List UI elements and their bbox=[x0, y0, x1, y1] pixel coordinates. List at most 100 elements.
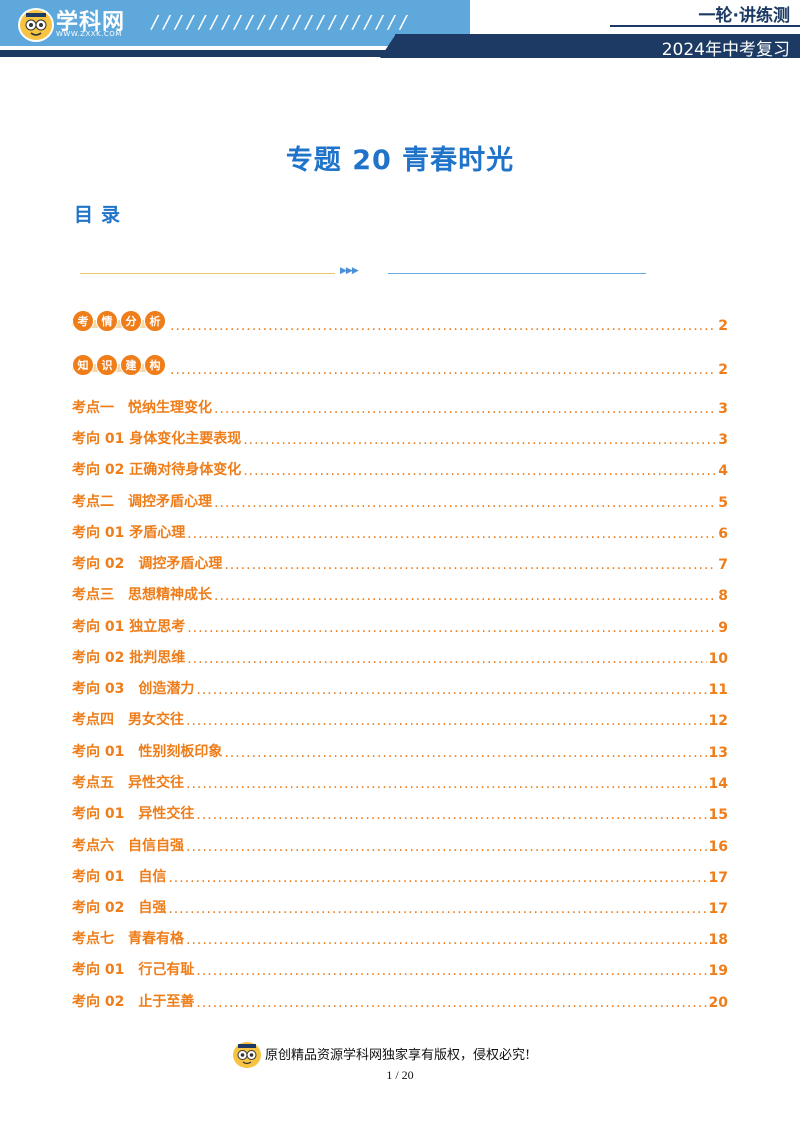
toc-heading: 目录 bbox=[74, 204, 129, 226]
toc-leader: ........................................… bbox=[186, 932, 707, 948]
badge-char: 情 bbox=[96, 310, 118, 332]
toc-leader: ........................................… bbox=[187, 651, 706, 667]
toc-leader: ........................................… bbox=[243, 432, 716, 448]
toc-page-number: 6 bbox=[718, 526, 728, 542]
toc-label: 考向 03 创造潜力 bbox=[72, 681, 195, 697]
page-footer: 原创精品资源学科网独家享有版权，侵权必究! 1 / 20 bbox=[0, 1040, 800, 1100]
toc-page-number: 4 bbox=[718, 463, 728, 479]
toc-label: 考向 01 独立思考 bbox=[72, 619, 186, 635]
toc-label: 考向 01 矛盾心理 bbox=[72, 525, 186, 541]
badge-char: 构 bbox=[144, 354, 166, 376]
section-divider: ▶▶▶ bbox=[80, 266, 646, 280]
document-title: 专题 20 青春时光 bbox=[285, 145, 515, 176]
toc-page-number: 10 bbox=[708, 651, 728, 667]
toc-entry-exam-analysis[interactable]: 考 情 分 析 ................................… bbox=[72, 310, 728, 334]
toc-label: 考向 02 批判思维 bbox=[72, 650, 186, 666]
toc-leader: ........................................… bbox=[196, 995, 706, 1011]
toc-entry[interactable]: 考向 02 自强................................… bbox=[72, 895, 728, 917]
toc-entry[interactable]: 考点六 自信自强................................… bbox=[72, 833, 728, 855]
header-navy-bar bbox=[0, 50, 800, 57]
toc-entry[interactable]: 考向 01 性别刻板印象............................… bbox=[72, 739, 728, 761]
toc-entry[interactable]: 考向 03 创造潜力..............................… bbox=[72, 676, 728, 698]
toc-page-number: 14 bbox=[708, 776, 728, 792]
toc-label: 考向 01 行己有耻 bbox=[72, 962, 195, 978]
toc-page-number: 12 bbox=[708, 713, 728, 729]
divider-arrows-icon: ▶▶▶ bbox=[340, 266, 359, 276]
toc-page-number: 2 bbox=[718, 318, 728, 334]
toc-label: 考向 01 异性交往 bbox=[72, 806, 195, 822]
badge-char: 识 bbox=[96, 354, 118, 376]
toc-label: 考向 02 调控矛盾心理 bbox=[72, 556, 223, 572]
toc-page-number: 19 bbox=[708, 963, 728, 979]
toc-entry[interactable]: 考点三 思想精神成长..............................… bbox=[72, 582, 728, 604]
series-title: 一轮·讲练测 bbox=[698, 6, 790, 26]
toc-leader: ........................................… bbox=[186, 713, 707, 729]
toc-page-number: 3 bbox=[718, 432, 728, 448]
toc-entry[interactable]: 考向 02 止于至善..............................… bbox=[72, 989, 728, 1011]
toc-entry[interactable]: 考向 01 身体变化主要表现..........................… bbox=[72, 426, 728, 448]
toc-leader: ........................................… bbox=[196, 963, 706, 979]
toc-page-number: 18 bbox=[708, 932, 728, 948]
toc-page-number: 16 bbox=[708, 839, 728, 855]
divider-left-line bbox=[80, 273, 335, 274]
toc-entry[interactable]: 考向 01 异性交往..............................… bbox=[72, 801, 728, 823]
exam-analysis-badge: 考 情 分 析 bbox=[72, 310, 166, 334]
toc-entry[interactable]: 考点一 悦纳生理变化..............................… bbox=[72, 395, 728, 417]
toc-label: 考点二 调控矛盾心理 bbox=[72, 494, 212, 510]
badge-char: 析 bbox=[144, 310, 166, 332]
toc-leader: ........................................… bbox=[214, 401, 716, 417]
toc-page-number: 20 bbox=[708, 995, 728, 1011]
toc-page-number: 15 bbox=[708, 807, 728, 823]
toc-entry[interactable]: 考向 01 自信................................… bbox=[72, 864, 728, 886]
toc-label: 考向 02 止于至善 bbox=[72, 994, 195, 1010]
toc-entry[interactable]: 考向 01 独立思考..............................… bbox=[72, 614, 728, 636]
toc-leader: ........................................… bbox=[196, 807, 706, 823]
toc-entry[interactable]: 考点二 调控矛盾心理..............................… bbox=[72, 489, 728, 511]
toc-entry[interactable]: 考向 02 正确对待身体变化..........................… bbox=[72, 457, 728, 479]
year-title: 2024年中考复习 bbox=[661, 40, 790, 60]
toc-label: 考向 01 身体变化主要表现 bbox=[72, 431, 242, 447]
toc-page-number: 17 bbox=[708, 901, 728, 917]
toc-entry[interactable]: 考点七 青春有格................................… bbox=[72, 926, 728, 948]
toc-label: 考点五 异性交往 bbox=[72, 775, 184, 791]
toc-leader: ........................................… bbox=[170, 318, 717, 334]
mascot-footer-icon bbox=[233, 1042, 261, 1068]
badge-char: 分 bbox=[120, 310, 142, 332]
toc-leader: ........................................… bbox=[168, 870, 707, 886]
toc-entry[interactable]: 考向 02 批判思维..............................… bbox=[72, 645, 728, 667]
badge-char: 建 bbox=[120, 354, 142, 376]
toc-entry-knowledge-structure[interactable]: 知 识 建 构 ................................… bbox=[72, 354, 728, 378]
toc-leader: ........................................… bbox=[186, 776, 707, 792]
badge-char: 考 bbox=[72, 310, 94, 332]
toc-entry[interactable]: 考向 01 矛盾心理..............................… bbox=[72, 520, 728, 542]
logo-url: WWW.ZXXK.COM bbox=[56, 30, 122, 38]
toc-leader: ........................................… bbox=[187, 620, 716, 636]
toc-page-number: 8 bbox=[718, 588, 728, 604]
toc-page-number: 17 bbox=[708, 870, 728, 886]
header-rule bbox=[610, 25, 800, 27]
badge-char: 知 bbox=[72, 354, 94, 376]
knowledge-structure-badge: 知 识 建 构 bbox=[72, 354, 166, 378]
toc-leader: ........................................… bbox=[224, 745, 706, 761]
mascot-logo-icon bbox=[18, 8, 54, 42]
divider-right-line bbox=[388, 273, 646, 274]
toc-entry[interactable]: 考向 01 行己有耻..............................… bbox=[72, 957, 728, 979]
logo-text: 学科网 bbox=[56, 10, 126, 35]
toc-page-number: 9 bbox=[718, 620, 728, 636]
header-slash-decoration: ////////////////////// bbox=[150, 12, 411, 33]
toc-page-number: 13 bbox=[708, 745, 728, 761]
toc-page-number: 7 bbox=[718, 557, 728, 573]
toc-entry[interactable]: 考向 02 调控矛盾心理............................… bbox=[72, 551, 728, 573]
page-number: 1 / 20 bbox=[386, 1068, 414, 1082]
toc-label: 考向 01 自信 bbox=[72, 869, 167, 885]
toc-label: 考向 02 正确对待身体变化 bbox=[72, 462, 242, 478]
toc-leader: ........................................… bbox=[214, 588, 716, 604]
toc-leader: ........................................… bbox=[186, 839, 707, 855]
toc-label: 考点四 男女交往 bbox=[72, 712, 184, 728]
toc-entry[interactable]: 考点四 男女交往................................… bbox=[72, 707, 728, 729]
toc-label: 考点七 青春有格 bbox=[72, 931, 184, 947]
toc-entry[interactable]: 考点五 异性交往................................… bbox=[72, 770, 728, 792]
toc-label: 考向 02 自强 bbox=[72, 900, 167, 916]
copyright-notice: 原创精品资源学科网独家享有版权，侵权必究! bbox=[265, 1048, 531, 1063]
toc-label: 考点三 思想精神成长 bbox=[72, 587, 212, 603]
